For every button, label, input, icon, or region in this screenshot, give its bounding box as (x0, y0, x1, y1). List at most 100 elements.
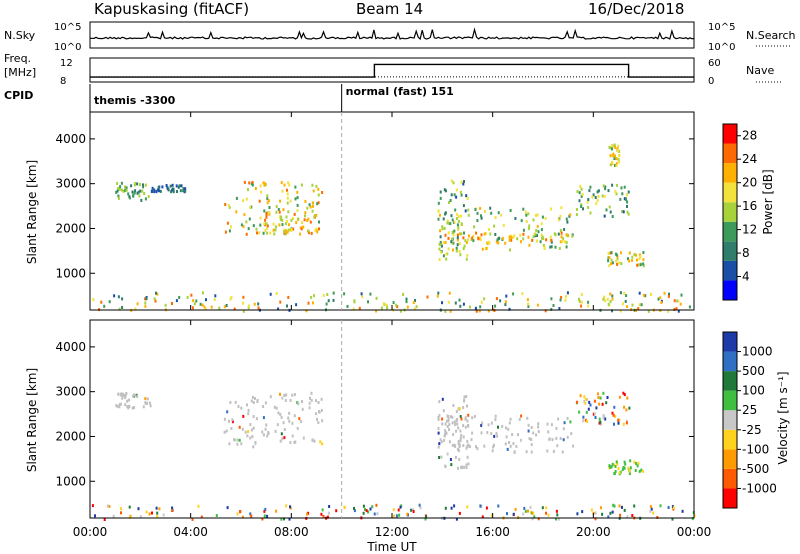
scatter-cell (621, 468, 624, 472)
scatter-cell (522, 232, 525, 236)
scatter-cell (124, 188, 127, 192)
scatter-cell (375, 503, 378, 507)
scatter-cell (318, 220, 320, 224)
scatter-cell (246, 403, 248, 407)
scatter-cell (483, 210, 486, 213)
scatter-cell (606, 396, 609, 399)
scatter-cell (170, 190, 173, 194)
scatter-cell (438, 247, 441, 251)
scatter-cell (448, 201, 450, 204)
scatter-cell (242, 199, 245, 203)
scatter-cell (553, 232, 556, 236)
scatter-cell (530, 510, 532, 514)
scatter-cell (447, 300, 450, 304)
scatter-cell (310, 391, 313, 395)
scatter-cell (549, 235, 552, 239)
scatter-cell (441, 397, 444, 401)
scatter-cell (273, 232, 276, 236)
scatter-cell (412, 508, 415, 512)
scatter-cell (527, 423, 530, 427)
scatter-cell (528, 224, 531, 228)
scatter-cell (441, 301, 443, 305)
scatter-cell (252, 445, 255, 449)
scatter-cell (557, 232, 560, 236)
colorbar-frame (722, 331, 738, 509)
scatter-cell (278, 223, 281, 227)
scatter-cell (633, 253, 636, 256)
scatter-cell (280, 415, 283, 419)
scatter-cell (446, 425, 449, 428)
scatter-cell (317, 193, 320, 197)
scatter-cell (286, 201, 289, 205)
scatter-cell (444, 464, 447, 468)
scatter-cell (623, 197, 626, 201)
scatter-cell (245, 232, 248, 236)
scatter-cell (576, 400, 579, 404)
scatter-cell (264, 427, 267, 431)
scatter-cell (571, 234, 574, 238)
scatter-cell (486, 431, 489, 435)
scatter-cell (414, 299, 416, 302)
scatter-cell (269, 231, 272, 235)
scatter-cell (295, 221, 298, 224)
scatter-cell (318, 410, 321, 414)
scatter-cell (317, 401, 320, 404)
scatter-cell (277, 411, 280, 415)
scatter-cell (508, 421, 511, 425)
scatter-cell (310, 398, 313, 402)
scatter-cell (132, 394, 135, 398)
scatter-cell (460, 222, 463, 226)
scatter-cell (594, 416, 597, 419)
scatter-cell (611, 297, 614, 301)
scatter-cell (228, 442, 231, 446)
scatter-cell (580, 300, 583, 304)
scatter-cell (261, 517, 264, 521)
y-tick-label: 3000 (55, 177, 86, 191)
scatter-cell (124, 394, 127, 398)
scatter-cell (636, 263, 639, 267)
scatter-cell (286, 196, 289, 200)
scatter-cell (266, 231, 269, 235)
scatter-cell (302, 225, 304, 229)
scatter-cell (479, 504, 482, 508)
scatter-cell (281, 437, 284, 441)
scatter-cell (249, 206, 252, 210)
scatter-cell (453, 220, 456, 224)
scatter-cell (266, 197, 269, 201)
scatter-cell (599, 396, 602, 400)
x-tick-label: 08:00 (274, 525, 309, 539)
scatter-cell (290, 218, 293, 222)
scatter-cell (158, 507, 161, 511)
scatter-cell (618, 395, 621, 399)
scatter-cell (298, 417, 301, 421)
scatter-cell (604, 185, 607, 189)
colorbar-segment (723, 390, 737, 411)
colorbar-segment (723, 143, 737, 164)
scatter-cell (495, 240, 498, 244)
scatter-cell (487, 228, 490, 231)
scatter-cell (637, 461, 640, 465)
scatter-cell (625, 419, 628, 423)
scatter-cell (243, 180, 246, 184)
freq-series-line (90, 63, 694, 78)
scatter-cell (615, 157, 618, 161)
scatter-cell (467, 238, 470, 242)
scatter-cell (487, 309, 490, 313)
scatter-cell (469, 305, 471, 309)
scatter-cell (406, 512, 409, 516)
scatter-cell (265, 423, 268, 427)
scatter-cell (327, 511, 330, 515)
scatter-cell (601, 194, 604, 198)
scatter-cell (246, 434, 249, 438)
scatter-cell (332, 298, 335, 302)
scatter-cell (562, 237, 565, 241)
scatter-cell (352, 307, 355, 311)
scatter-cell (283, 230, 286, 234)
velocity-panel: 1000 2000 3000 4000 Slant Range [km] 1000 50… (25, 319, 790, 521)
scatter-cell (249, 423, 252, 427)
scatter-cell (136, 394, 139, 398)
scatter-cell (127, 192, 130, 196)
scatter-cell (231, 418, 234, 422)
scatter-cell (623, 508, 626, 512)
scatter-cell (452, 404, 455, 407)
